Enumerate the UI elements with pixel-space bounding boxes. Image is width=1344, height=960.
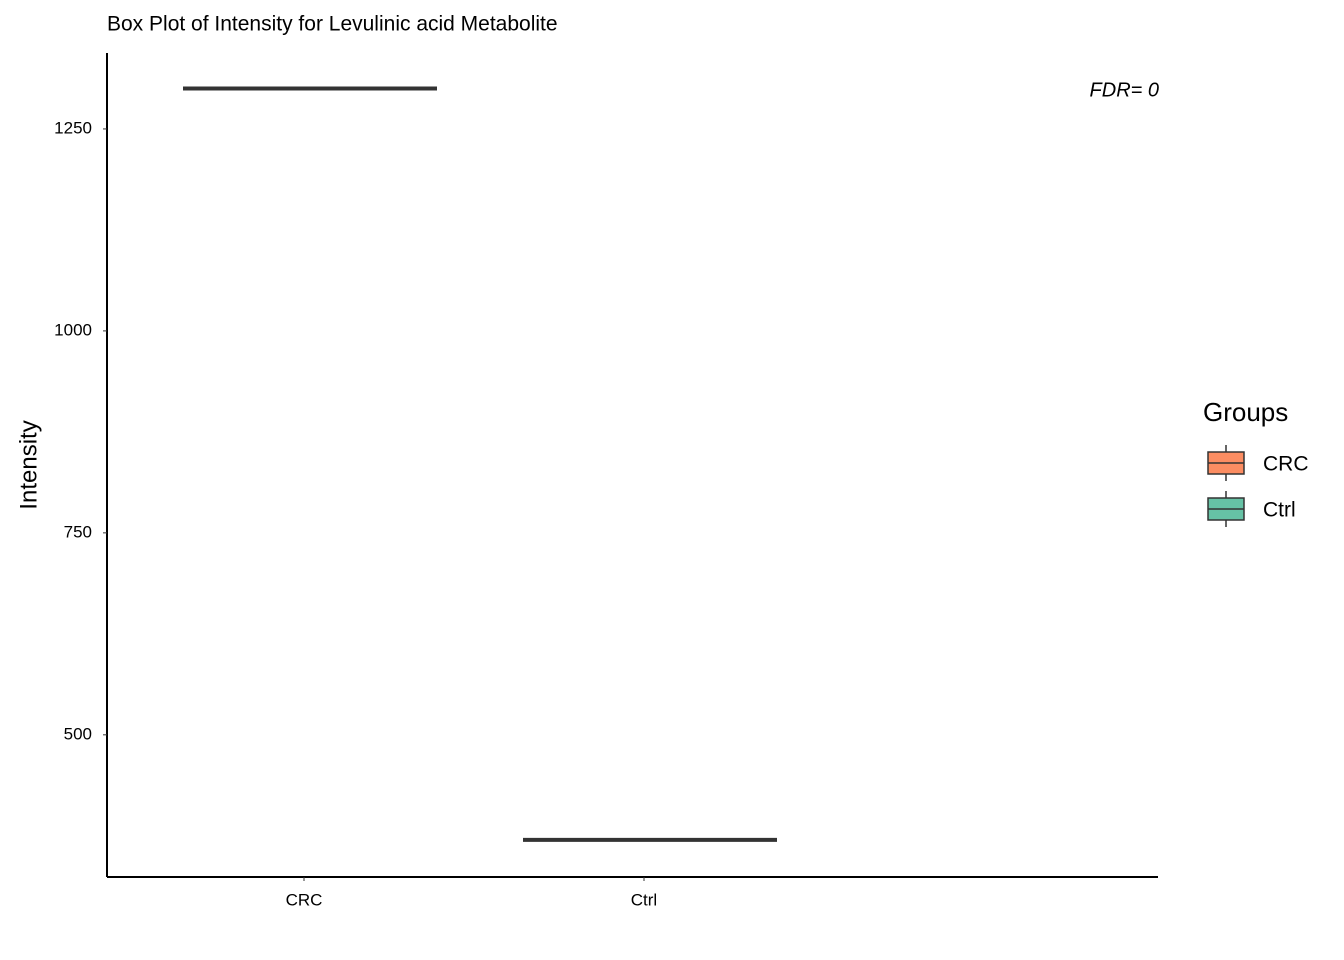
legend-title: Groups: [1203, 397, 1288, 427]
y-tick-label: 1000: [54, 320, 92, 339]
y-axis-label: Intensity: [15, 420, 42, 509]
x-tick-label: CRC: [286, 890, 323, 909]
y-tick-label: 1250: [54, 118, 92, 137]
annotation: FDR= 0: [1090, 79, 1159, 101]
y-tick-label: 500: [64, 724, 92, 743]
y-tick-label: 750: [64, 522, 92, 541]
x-tick-label: Ctrl: [631, 890, 657, 909]
chart-title: Box Plot of Intensity for Levulinic acid…: [107, 13, 558, 36]
legend-label: Ctrl: [1263, 499, 1296, 522]
legend-label: CRC: [1263, 453, 1309, 476]
